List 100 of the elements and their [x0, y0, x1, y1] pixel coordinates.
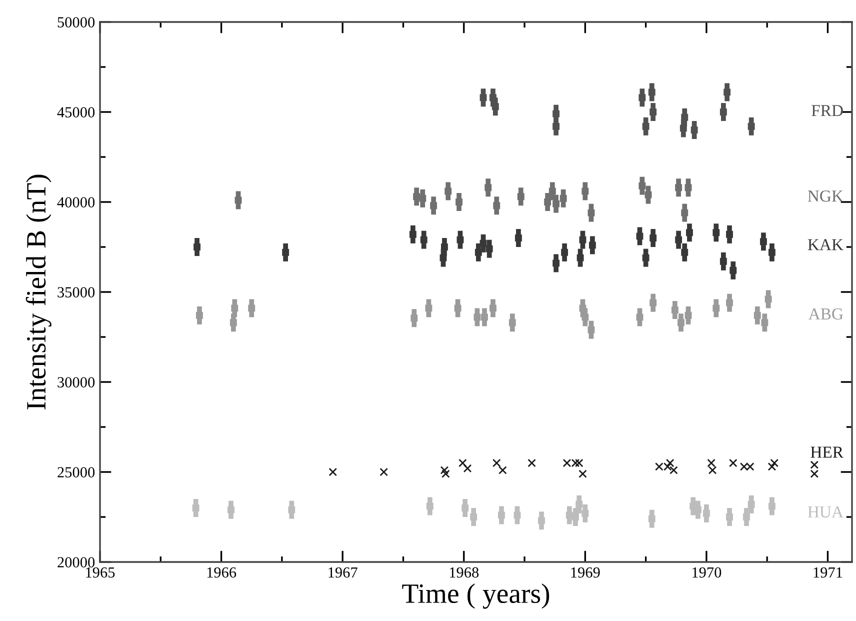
point: [579, 304, 586, 312]
point: [576, 254, 584, 262]
point: [498, 466, 507, 474]
x-tick-label: 1970: [692, 567, 722, 578]
point: [517, 193, 524, 200]
point: [426, 502, 434, 510]
point: [764, 296, 772, 303]
point: [498, 512, 505, 519]
point: [538, 517, 545, 524]
point: [484, 184, 492, 192]
point: [638, 94, 646, 102]
point: [231, 304, 238, 312]
text: NGK: [808, 190, 844, 202]
point: [636, 232, 644, 240]
point: [748, 500, 755, 508]
point: [726, 514, 733, 520]
point: [588, 326, 595, 334]
x-axis-title: Time ( years): [402, 583, 550, 609]
point: [638, 182, 646, 190]
point: [230, 319, 237, 326]
point: [707, 458, 716, 468]
point: [552, 200, 560, 208]
point: [480, 240, 487, 247]
point: [480, 94, 487, 102]
point: [442, 470, 450, 478]
point: [514, 512, 521, 519]
point: [642, 122, 650, 130]
point: [194, 244, 201, 250]
point: [684, 312, 692, 319]
point: [454, 304, 462, 312]
point: [582, 314, 589, 321]
point: [490, 304, 496, 312]
point: [810, 460, 819, 469]
point: [588, 242, 596, 249]
point: [228, 506, 234, 514]
point: [458, 458, 467, 468]
point: [572, 514, 579, 520]
y-tick-label: 35000: [58, 287, 95, 298]
x-tick-label: 1969: [571, 567, 600, 578]
point: [490, 94, 496, 102]
x-tick-label: 1971: [814, 567, 842, 578]
point: [642, 254, 650, 262]
point: [708, 466, 717, 474]
point: [196, 312, 203, 319]
point: [730, 266, 737, 274]
x-tick-label: 1965: [86, 567, 115, 578]
y-tick-label: 45000: [57, 107, 95, 118]
point: [561, 248, 568, 256]
point: [675, 236, 682, 244]
point: [670, 466, 678, 474]
point: [644, 191, 652, 198]
point: [768, 502, 776, 510]
point: [681, 209, 688, 216]
point: [552, 260, 560, 267]
point: [288, 506, 296, 514]
x-tick-label: 1966: [207, 567, 236, 578]
y-tick-label: 20000: [58, 557, 95, 568]
point: [648, 515, 656, 522]
y-tick-label: 30000: [58, 377, 95, 388]
point: [810, 470, 819, 478]
y-tick-label: 50000: [58, 17, 95, 28]
point: [582, 188, 589, 195]
y-tick-label: 40000: [57, 197, 95, 208]
point: [380, 468, 388, 476]
point: [650, 108, 657, 116]
point: [726, 299, 733, 306]
point: [463, 464, 472, 473]
point: [192, 504, 200, 512]
point: [514, 234, 522, 242]
point: [456, 198, 462, 206]
point: [440, 244, 448, 250]
point: [544, 198, 552, 206]
text: FRD: [812, 105, 843, 116]
point: [578, 470, 587, 478]
point: [743, 514, 750, 520]
point: [413, 193, 420, 200]
point: [636, 314, 644, 321]
point: [712, 304, 720, 312]
point: [678, 319, 684, 326]
point: [728, 458, 738, 468]
point: [566, 512, 573, 519]
point: [481, 314, 488, 321]
series-label: HER: [810, 446, 844, 458]
point: [508, 319, 516, 326]
point: [671, 306, 678, 314]
point: [462, 504, 469, 512]
point: [440, 254, 447, 262]
point: [726, 230, 733, 238]
point: [712, 229, 720, 236]
point: [474, 248, 482, 256]
x-tick-label: 1967: [328, 567, 358, 578]
point: [582, 510, 589, 517]
text: ABG: [808, 308, 843, 320]
point: [770, 458, 779, 468]
point: [760, 238, 767, 246]
point: [430, 202, 438, 210]
y-axis-title: Intensity field B (nT): [26, 174, 52, 410]
point: [328, 468, 338, 476]
point: [576, 500, 583, 508]
point: [420, 236, 428, 244]
